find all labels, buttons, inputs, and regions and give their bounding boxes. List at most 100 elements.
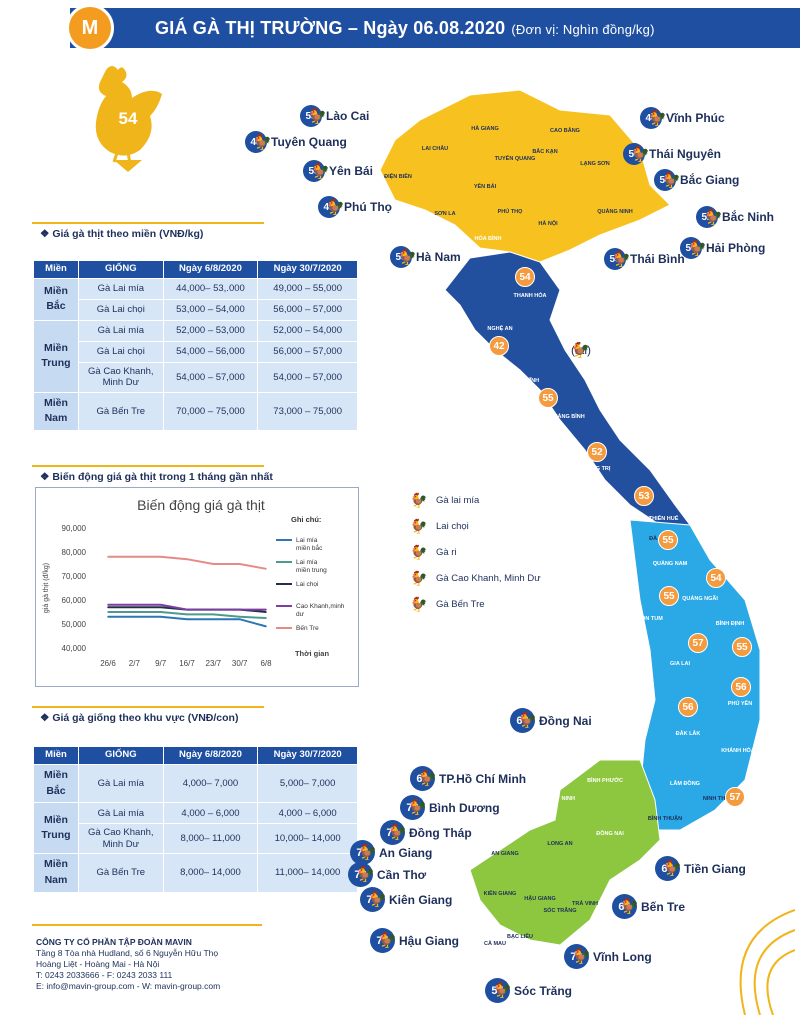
price-badge: 55 (485, 978, 510, 1003)
series-point (186, 558, 188, 560)
price-cell-previous: 56,000 – 57,000 (257, 298, 358, 321)
province-label: ĐỒNG NAI (596, 830, 624, 837)
city-label: 🐓 61 TP.Hồ Chí Minh (410, 766, 526, 791)
city-label: 🐓 49 Phú Thọ (318, 196, 392, 218)
legend-entry: Cao Khanh,minh (296, 603, 345, 610)
trend-section-title: ❖ Biến động giá gà thịt trong 1 tháng gầ… (40, 471, 273, 483)
province-label: QUẢNG NINH (597, 208, 632, 215)
series-point (186, 618, 188, 620)
hen-icon: 🐓 (368, 891, 387, 908)
series-point (265, 568, 267, 570)
x-tick-label: 2/7 (129, 659, 141, 668)
price-cell-current: 4,000– 7,000 (162, 763, 259, 804)
legend-item: 🐓 Lai chọi (410, 513, 541, 539)
legend-label: Gà lai mía (436, 494, 480, 506)
section-divider (32, 222, 264, 224)
legend-title: Ghi chú: (291, 515, 321, 524)
breed-cell: Gà Bến Tre (77, 853, 164, 893)
company-address-2: Hoàng Liệt - Hoàng Mai - Hà Nội (36, 959, 160, 969)
x-tick-label: 16/7 (179, 659, 195, 668)
hen-icon: 🐓 (358, 844, 377, 861)
hen-icon: 🐓 (663, 860, 682, 877)
province-label: HÀ NỘI (538, 219, 558, 227)
province-label: PHÚ YÊN (728, 699, 752, 707)
price-badge: 48 (245, 131, 267, 153)
map-price-marker: 57 (725, 787, 745, 807)
trend-chart-frame: Biến động giá gà thịt 90,000 80,000 70,000 6… (35, 487, 359, 687)
hen-icon: 🐓 (410, 517, 428, 534)
province-label: YÊN BÁI (474, 182, 497, 190)
series-point (107, 611, 109, 613)
province-label: BÌNH ĐỊNH (716, 619, 744, 627)
price-cell-previous: 52,000 – 54,000 (257, 319, 358, 342)
province-label: AN GIANG (491, 851, 519, 857)
hen-icon: 🐓 (311, 162, 330, 180)
hen-icon: 🐓 (253, 133, 272, 151)
x-tick-label: 30/7 (232, 659, 248, 668)
city-label: 🐓 55 Hà Nam (390, 246, 461, 268)
hen-icon: 🐓 (410, 569, 428, 586)
city-name: Tuyên Quang (271, 135, 347, 149)
hen-icon: 🐓 (518, 712, 537, 729)
province-label: LÂM ĐỒNG (670, 780, 700, 787)
city-name: TP.Hồ Chí Minh (439, 771, 527, 786)
city-name: Kiên Giang (389, 892, 453, 907)
series-point (107, 616, 109, 618)
region-cell: Miền Bắc (33, 763, 79, 804)
map-price-marker: 55 (658, 530, 678, 550)
legend-entry-cont: dư (296, 611, 305, 618)
table-row: Gà Lai chọi 54,000 – 56,000 56,000 – 57,00… (34, 340, 358, 363)
province-label: THỪA THIÊN HUẾ (632, 514, 679, 522)
breed-cell: Gà Lai chọi (77, 340, 164, 363)
breed-cell: Gà Lai mía (77, 319, 164, 342)
hen-icon: 🐓 (408, 799, 427, 816)
province-label: BÌNH PHƯỚC (587, 776, 623, 784)
city-name: Bình Dương (429, 800, 500, 815)
price-badge: 49 (318, 196, 340, 218)
decorative-swirl-icon (739, 909, 795, 1015)
breed-cell: Gà Lai mía (77, 802, 164, 825)
price-badge: 50 (680, 237, 702, 259)
legend-label: Gà Cao Khanh, Minh Dư (436, 572, 541, 584)
hen-icon: 🐓 (493, 982, 512, 999)
map-price-marker: 57 (688, 633, 708, 653)
breed-cell: Gà Cao Khanh, Minh Dư (77, 361, 164, 393)
region-cell: Miền Nam (33, 391, 79, 432)
meat-section-title: ❖ Giá gà thịt theo miền (VNĐ/kg) (40, 228, 204, 240)
legend-entry: Bến Tre (296, 623, 319, 632)
series-point (212, 608, 215, 611)
city-name: Đồng Nai (539, 713, 592, 728)
series-point (265, 608, 267, 611)
city-label: 🐓 74 Kiên Giang (360, 887, 452, 912)
series-point (133, 604, 136, 606)
city-name: Bắc Giang (680, 173, 740, 187)
hen-icon: 🐓 (620, 898, 639, 915)
hen-icon: 🐓 (572, 948, 591, 965)
city-label: 🐓 53 Lào Cai (300, 105, 369, 127)
y-tick-label: 80,000 (62, 548, 87, 557)
map-price-marker: 55 (538, 388, 558, 408)
thanh-hoa-note: 🐓 (lai) (571, 343, 591, 358)
price-badge: 55 (390, 246, 412, 268)
price-badge: 54 (654, 169, 676, 191)
series-point (238, 616, 241, 618)
city-label: 🐓 73 Cần Thơ (348, 862, 426, 887)
province-label: TÂY NINH (549, 795, 575, 802)
table-row: Miền Nam Gà Bến Tre 8,000– 14,000 11,000– 1… (33, 853, 358, 893)
section-divider (32, 465, 264, 467)
map-price-marker: 55 (732, 637, 752, 657)
series-point (238, 618, 241, 620)
section-divider (32, 706, 264, 708)
price-badge: 44 (640, 107, 662, 129)
city-label: 50 Hải Phòng 🐓 (680, 237, 765, 259)
city-name: An Giang (379, 845, 433, 860)
series-point (133, 556, 136, 558)
price-cell-current: 44,000– 53,.000 (162, 277, 259, 300)
table-row: Miền Trung Gà Lai mía 4,000 – 6,000 4,000 –… (33, 802, 358, 855)
price-badge: 64 (612, 894, 637, 919)
city-label: 🐓 48 Tuyên Quang (245, 131, 347, 153)
province-label: BẠC LIÊU (507, 932, 533, 940)
city-name: Đồng Tháp (409, 825, 472, 840)
price-badge: 75 (370, 928, 395, 953)
